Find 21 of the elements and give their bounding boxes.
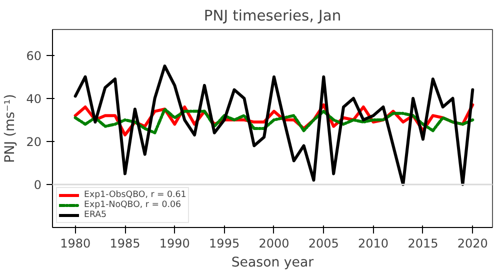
chart-title: PNJ timeseries, Jan — [204, 8, 342, 24]
y-tick-label: 60 — [26, 48, 42, 63]
x-tick-label: 2005 — [308, 236, 339, 250]
x-tick-label: 2015 — [408, 236, 438, 250]
x-axis-title: Season year — [231, 256, 314, 270]
y-tick-label: 0 — [34, 178, 42, 192]
x-tick-label: 1985 — [110, 236, 140, 250]
x-tick-label: 1990 — [159, 236, 190, 250]
x-tick-label: 2020 — [457, 236, 488, 250]
x-tick-label: 1980 — [60, 236, 91, 250]
y-tick-label: 40 — [26, 92, 42, 106]
legend-label: ERA5 — [84, 210, 107, 220]
x-tick-label: 1995 — [209, 236, 240, 250]
y-tick-label: 20 — [26, 134, 42, 149]
legend-label: Exp1-ObsQBO, r = 0.61 — [84, 190, 186, 200]
x-tick-label: 2010 — [358, 236, 389, 250]
line-series — [74, 64, 474, 186]
x-tick-label: 2000 — [258, 236, 290, 250]
y-axis-title: PNJ (ms⁻¹) — [3, 94, 18, 163]
line-series — [74, 108, 474, 134]
legend-label: Exp1-NoQBO, r = 0.06 — [84, 200, 181, 210]
